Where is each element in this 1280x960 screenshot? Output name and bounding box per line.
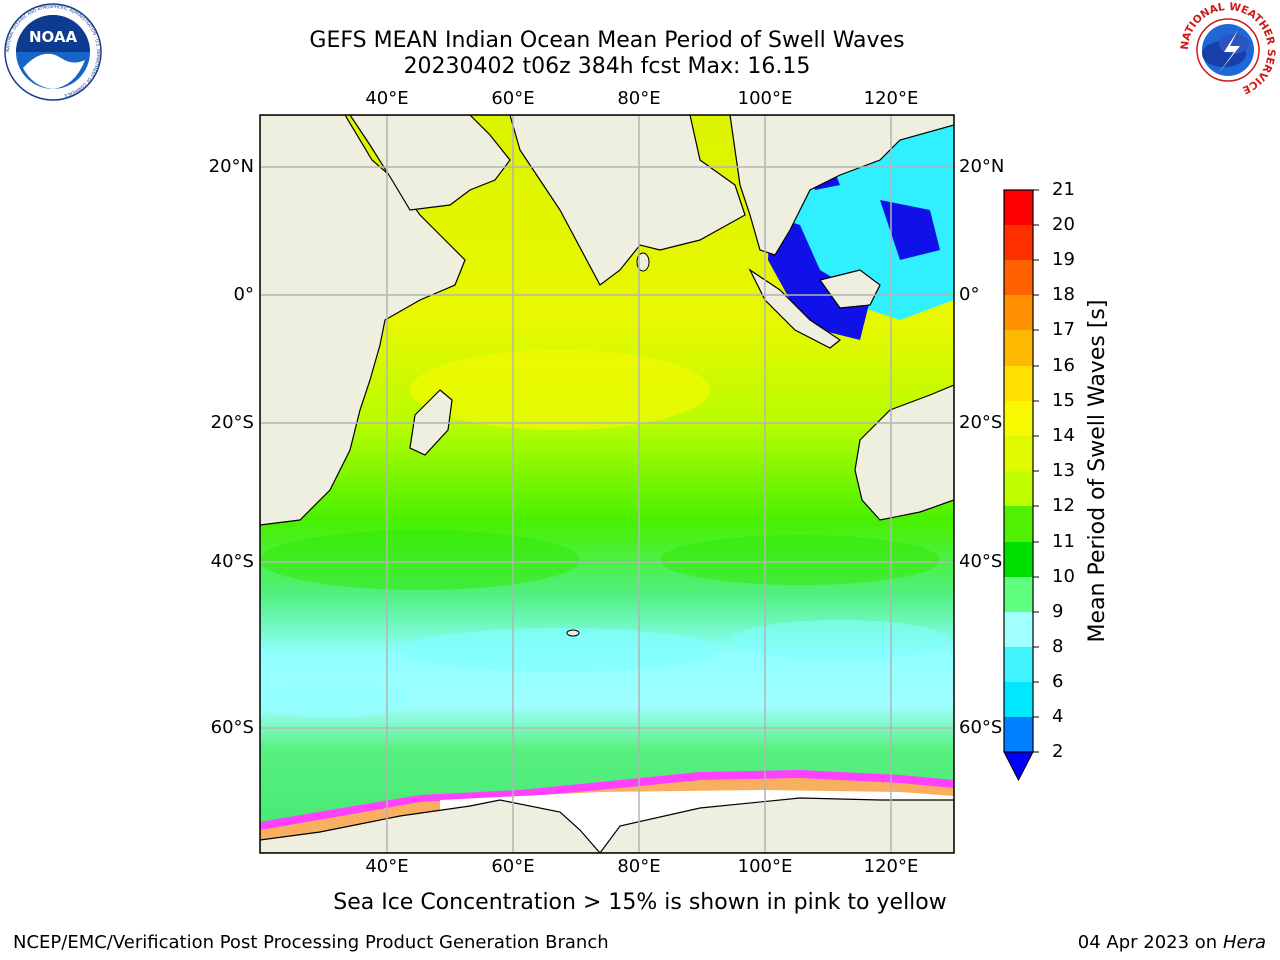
colorbar-segment [1004, 542, 1033, 577]
india-land [509, 115, 746, 286]
high-period-patch [410, 350, 710, 430]
noaa-logo-text: NOAA [29, 28, 78, 46]
sri-lanka-land [636, 252, 650, 272]
mid-period-patch [260, 530, 580, 590]
colorbar-tick-label: 6 [1052, 671, 1064, 692]
colorbar-tick-label: 13 [1052, 460, 1075, 481]
lon-tick-bottom: 80°E [617, 856, 661, 877]
lat-tick-left: 40°S [210, 551, 254, 572]
colorbar-axis-label: Mean Period of Swell Waves [s] [1085, 299, 1110, 643]
footer-date: 04 Apr 2023 on Hera [1078, 932, 1266, 953]
graticule [260, 115, 954, 853]
nws-logo-graphic: NATIONAL WEATHER SERVICE [1179, 1, 1277, 98]
lon-tick-top: 120°E [863, 88, 919, 109]
colorbar-segment [1004, 401, 1033, 436]
low-period-patch-east [730, 620, 950, 660]
plot-subtitle: 20230402 t06z 384h fcst Max: 16.15 [403, 54, 811, 79]
sea-ice-note-text: Sea Ice Concentration > 15% is shown in … [333, 890, 947, 915]
map-frame [259, 114, 955, 854]
se-asia-land [729, 115, 954, 256]
colorbar-segment [1004, 260, 1033, 295]
plot-title: GEFS MEAN Indian Ocean Mean Period of Sw… [309, 28, 905, 53]
noaa-logo: NOAA NATIONAL OCEANIC AND ATMOSPHERIC AD… [3, 2, 103, 102]
sea-ice-note: Sea Ice Concentration > 15% is shown in … [0, 890, 1280, 915]
colorbar-tick-label: 21 [1052, 179, 1075, 200]
lat-tick-left: 0° [233, 284, 254, 305]
australia-land [854, 384, 954, 521]
footer-host: Hera [1222, 932, 1266, 953]
colorbar-tick-label: 2 [1052, 741, 1064, 762]
noaa-logo-graphic: NOAA NATIONAL OCEANIC AND ATMOSPHERIC AD… [4, 3, 102, 101]
colorbar-tick-label: 10 [1052, 566, 1075, 587]
lat-tick-right: 20°N [959, 156, 1005, 177]
lat-tick-left: 20°N [208, 156, 254, 177]
colorbar-segment [1004, 366, 1033, 401]
lon-tick-top: 40°E [365, 88, 409, 109]
colorbar-segment [1004, 190, 1033, 225]
colorbar-segment [1004, 506, 1033, 542]
lon-tick-bottom: 120°E [863, 856, 919, 877]
colorbar-segment [1004, 225, 1033, 260]
colorbar-tick-label: 16 [1052, 355, 1075, 376]
nws-logo: NATIONAL WEATHER SERVICE [1178, 0, 1278, 100]
colorbar-segment [1004, 682, 1033, 717]
lat-tick-right: 40°S [959, 551, 1003, 572]
lat-tick-right: 20°S [959, 412, 1003, 433]
colorbar-segment [1004, 436, 1033, 471]
lon-tick-top: 80°E [617, 88, 661, 109]
lat-tick-left: 60°S [210, 717, 254, 738]
colorbar-tick-label: 4 [1052, 706, 1064, 727]
colorbar-tick-label: 19 [1052, 249, 1075, 270]
philippine-low-period [880, 200, 940, 260]
colorbar-tick-label: 20 [1052, 214, 1075, 235]
colorbar-tick-label: 15 [1052, 390, 1075, 411]
colorbar-tick-label: 17 [1052, 319, 1075, 340]
colorbar-segment [1004, 577, 1033, 612]
footer-date-text: 04 Apr 2023 on [1077, 932, 1223, 953]
lat-tick-left: 20°S [210, 412, 254, 433]
colorbar-tick-label: 9 [1052, 601, 1064, 622]
lon-tick-bottom: 40°E [365, 856, 409, 877]
colorbar-tick-label: 18 [1052, 284, 1075, 305]
low-period-patch-west [260, 682, 410, 718]
lon-tick-top: 100°E [737, 88, 793, 109]
antarctica-land-east [599, 797, 954, 853]
colorbar-segment [1004, 647, 1033, 682]
colorbar-segment [1004, 717, 1033, 752]
arabia-land [349, 115, 511, 211]
lon-tick-bottom: 60°E [491, 856, 535, 877]
colorbar-segment [1004, 295, 1033, 330]
lat-tick-right: 60°S [959, 717, 1003, 738]
colorbar-segment [1004, 612, 1033, 647]
colorbar-tick-label: 11 [1052, 531, 1075, 552]
lon-tick-bottom: 100°E [737, 856, 793, 877]
lon-tick-top: 60°E [491, 88, 535, 109]
low-period-patch [400, 628, 720, 672]
mid-period-patch-east [660, 535, 940, 585]
lat-tick-right: 0° [959, 284, 980, 305]
kerguelen-land [566, 629, 580, 637]
shallow-sea-very-low [768, 215, 870, 340]
colorbar-segment [1004, 471, 1033, 506]
footer-branch: NCEP/EMC/Verification Post Processing Pr… [13, 932, 609, 953]
colorbar-segment [1004, 330, 1033, 366]
antarctica-land-west [260, 799, 601, 853]
colorbar [1003, 189, 1039, 782]
colorbar-tick-label: 14 [1052, 425, 1075, 446]
colorbar-tick-label: 12 [1052, 495, 1075, 516]
colorbar-tick-label: 8 [1052, 636, 1064, 657]
colorbar-extend-arrow [1003, 751, 1034, 782]
